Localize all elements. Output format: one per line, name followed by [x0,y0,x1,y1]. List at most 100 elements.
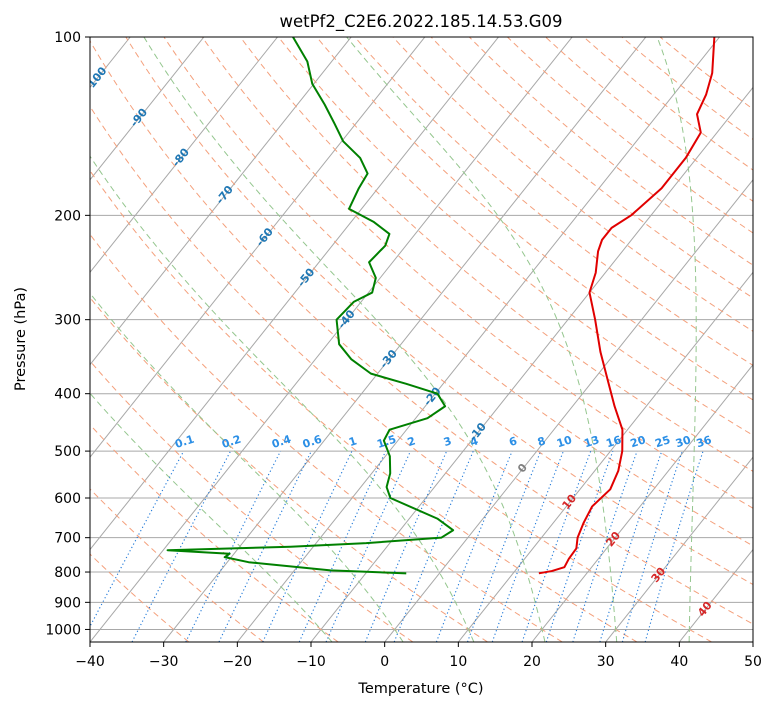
dry-adiabat-line [315,37,753,401]
y-axis: 1000 900 800 700 600 500 400 300 200 100 [45,30,90,638]
mixing-ratio-line [466,450,542,642]
dry-adiabat-line [392,37,753,332]
x-tick-label: 10 [449,654,467,670]
dry-adiabat-line [90,169,638,642]
y-tick-label: 800 [54,565,81,581]
isotherm-label: -100 [82,64,110,94]
plot-area: 0.1 0.2 0.4 0.6 1 1.5 2 3 4 6 8 10 13 16 20 25 30 36-100-… [82,37,753,642]
moist-adiabat-line [90,292,404,642]
plot-frame [89,36,754,643]
dry-adiabat-line [90,296,488,642]
isotherm-line [457,271,753,642]
x-axis-title: Temperature (°C) [357,681,483,697]
x-tick-label: −30 [149,654,179,670]
isotherm-label: -70 [213,183,236,207]
mixing-ratio-label: 3 [442,434,453,449]
isotherm-label: -20 [421,384,444,408]
mixing-ratio-label: 25 [653,433,672,450]
isotherm-line [678,548,753,642]
isotherm-line [752,641,753,642]
moist-adiabat-line [90,392,333,642]
profile-series [166,37,716,575]
y-tick-label: 200 [54,208,81,224]
mixing-ratio-line [435,450,513,642]
isotherm-label: -90 [128,106,151,130]
y-tick-label: 700 [54,531,81,547]
mixing-ratio-line [393,450,474,642]
mixing-ratio-label: 13 [582,433,601,450]
isotherm-label: 0 [515,461,530,475]
isobar-grid [90,37,753,630]
isotherm-label: -30 [377,347,400,371]
isotherm-label: 40 [695,599,715,619]
mixing-ratio-label: 1.5 [375,433,398,451]
dry-adiabat-line [90,105,712,642]
mixing-ratio-line [90,450,185,628]
mixing-ratio-label: 20 [629,433,648,450]
isotherm-line [90,37,205,181]
mixing-ratio-label: 8 [536,434,547,449]
x-axis: −40 −30 −20 −10 0 10 20 30 40 50 [75,642,762,670]
dry-adiabat-line [544,37,753,202]
dry-adiabat-line [239,37,753,472]
isotherm-line [90,37,279,274]
moist-adiabat-line [90,155,475,642]
mixing-ratio-label: 0.6 [301,432,324,450]
dry-adiabat-line [90,233,563,642]
y-tick-label: 100 [54,30,81,46]
mixing-ratio-line [262,450,353,642]
y-tick-label: 400 [54,387,81,403]
x-tick-label: −10 [296,654,326,670]
mixing-ratio-line [364,450,448,642]
mixing-ratio-label: 2 [406,434,417,449]
x-tick-label: 20 [523,654,541,670]
mixing-ratio-label: 16 [604,433,623,450]
isotherm-line [384,179,753,642]
isotherm-label: -60 [253,225,276,249]
moist-adiabat-line [143,37,546,642]
mixing-ratio-label: 36 [695,433,714,450]
isotherm-line [236,37,721,642]
x-tick-label: 30 [597,654,615,670]
dry-adiabat-line [163,37,753,547]
y-tick-label: 900 [54,595,81,611]
isotherm-line [90,37,573,642]
dry-adiabat-line [468,37,753,266]
mixing-ratio-line [185,450,282,642]
mixing-ratio-label: 6 [507,434,519,449]
isotherm-label: 10 [559,492,579,512]
moist-adiabat-line [656,37,697,642]
y-tick-label: 600 [54,491,81,507]
isotherm-label: 30 [649,565,669,585]
mixing-ratio-lines [90,450,704,642]
mixing-ratio-label: 0.2 [220,433,243,451]
x-tick-label: −20 [223,654,253,670]
mixing-ratio-line [131,450,232,642]
chart-title: wetPf2_C2E6.2022.185.14.53.G09 [279,12,562,32]
isotherm-label: -40 [335,307,358,331]
dry-adiabat-line [277,37,753,436]
y-axis-title: Pressure (hPa) [13,287,29,391]
x-tick-label: 50 [744,654,762,670]
dry-adiabat-line [430,37,753,299]
isotherm-line [90,37,426,458]
y-tick-label: 500 [54,444,81,460]
mixing-ratio-line [621,450,683,642]
x-tick-label: 0 [380,654,389,670]
mixing-ratio-label: 0.4 [270,432,293,450]
mixing-ratio-label: 30 [674,433,693,450]
isotherm-line [310,86,753,642]
mixing-ratio-line [298,450,387,642]
dry-adiabats [90,37,753,642]
mixing-ratio-label: 10 [555,433,574,450]
dry-adiabat-line [354,37,753,366]
dry-adiabat-line [659,37,753,110]
isotherm-label: -80 [169,146,192,170]
y-tick-label: 1000 [45,622,81,638]
x-tick-label: −40 [75,654,105,670]
dry-adiabat-line [582,37,753,171]
isotherm-line [90,37,500,551]
isotherm-line [90,37,352,366]
